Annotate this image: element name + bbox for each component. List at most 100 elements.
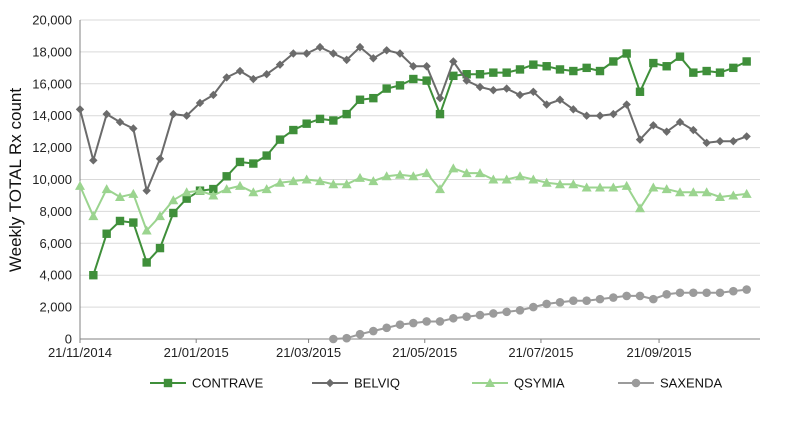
data-point-contrave — [715, 68, 725, 77]
data-point-qsymia — [675, 187, 685, 197]
data-point-contrave — [129, 218, 138, 227]
series-group — [75, 42, 752, 344]
data-point-contrave — [289, 125, 298, 135]
data-point-belviq — [195, 98, 205, 108]
legend-marker-contrave — [163, 378, 173, 388]
series-line-saxenda — [333, 288, 747, 340]
data-point-saxenda — [595, 294, 605, 304]
data-point-belviq — [355, 42, 365, 52]
data-point-belviq — [689, 125, 698, 135]
legend-marker-belviq — [325, 378, 335, 388]
data-point-saxenda — [422, 317, 431, 326]
legend-marker-qsymia — [485, 378, 495, 387]
data-point-saxenda — [609, 293, 618, 302]
data-point-qsymia — [635, 203, 645, 213]
data-point-belviq — [89, 156, 98, 165]
data-point-belviq — [182, 111, 191, 120]
data-point-qsymia — [88, 211, 99, 221]
data-point-belviq — [289, 49, 298, 58]
x-tick-label: 21/07/2015 — [508, 345, 573, 360]
y-tick-label: 2,000 — [39, 300, 72, 315]
data-point-contrave — [182, 194, 191, 203]
data-point-contrave — [355, 95, 365, 104]
data-point-qsymia — [515, 171, 525, 181]
data-point-contrave — [622, 49, 631, 58]
data-point-qsymia — [341, 179, 352, 189]
data-point-belviq — [622, 100, 631, 109]
data-point-qsymia — [208, 190, 219, 200]
data-point-qsymia — [728, 190, 739, 200]
data-point-qsymia — [421, 168, 432, 178]
data-point-saxenda — [369, 326, 378, 336]
data-point-qsymia — [608, 182, 619, 192]
data-point-saxenda — [449, 313, 458, 323]
data-point-belviq — [515, 90, 525, 100]
data-point-belviq — [422, 62, 431, 71]
data-point-qsymia — [355, 172, 365, 182]
data-point-contrave — [329, 116, 338, 125]
y-tick-label: 6,000 — [39, 236, 72, 251]
data-point-saxenda — [395, 320, 405, 329]
legend-label-belviq: BELVIQ — [354, 376, 400, 391]
series-qsymia — [75, 163, 752, 235]
data-point-belviq — [102, 109, 111, 119]
data-point-belviq — [742, 132, 751, 141]
data-point-qsymia — [235, 180, 245, 190]
data-point-contrave — [462, 70, 471, 79]
data-point-saxenda — [582, 296, 591, 306]
legend-label-qsymia: QSYMIA — [514, 376, 565, 391]
data-point-saxenda — [529, 302, 538, 312]
data-point-contrave — [222, 172, 231, 181]
data-point-contrave — [609, 57, 618, 66]
data-point-qsymia — [328, 179, 339, 189]
data-point-saxenda — [622, 291, 631, 301]
data-point-contrave — [529, 60, 538, 69]
data-point-qsymia — [368, 176, 379, 186]
data-point-belviq — [315, 42, 325, 52]
y-tick-label: 12,000 — [32, 140, 72, 155]
data-point-contrave — [102, 229, 111, 238]
data-point-belviq — [702, 138, 711, 148]
data-point-contrave — [742, 57, 751, 66]
data-point-qsymia — [155, 211, 165, 221]
data-point-contrave — [249, 159, 258, 168]
data-point-contrave — [555, 65, 565, 74]
data-point-qsymia — [741, 188, 752, 198]
data-point-belviq — [715, 137, 725, 146]
data-point-qsymia — [555, 179, 565, 189]
data-point-qsymia — [181, 187, 192, 197]
data-point-qsymia — [701, 187, 712, 197]
data-point-qsymia — [661, 184, 672, 194]
data-point-belviq — [462, 76, 471, 85]
x-tick-label: 21/01/2015 — [164, 345, 229, 360]
data-point-belviq — [475, 82, 485, 92]
data-point-qsymia — [275, 177, 285, 187]
data-point-saxenda — [675, 288, 685, 298]
data-point-saxenda — [715, 288, 725, 298]
data-point-contrave — [702, 66, 711, 76]
data-point-contrave — [395, 81, 405, 90]
data-point-belviq — [609, 109, 618, 119]
data-point-belviq — [129, 124, 138, 133]
data-point-contrave — [582, 63, 591, 73]
y-tick-label: 0 — [65, 332, 72, 347]
data-point-belviq — [329, 49, 338, 58]
data-point-contrave — [262, 151, 271, 160]
data-point-qsymia — [648, 182, 659, 192]
data-point-belviq — [662, 127, 671, 136]
data-point-qsymia — [475, 168, 485, 178]
x-tick-label: 21/11/2014 — [48, 345, 112, 360]
data-point-belviq — [395, 49, 405, 58]
data-point-contrave — [542, 62, 551, 71]
data-point-saxenda — [729, 286, 738, 296]
data-point-contrave — [675, 52, 685, 61]
data-point-belviq — [169, 109, 178, 119]
data-point-qsymia — [195, 185, 205, 195]
data-point-saxenda — [382, 323, 391, 333]
data-point-qsymia — [501, 174, 512, 184]
data-point-saxenda — [635, 291, 645, 301]
legend-label-contrave: CONTRAVE — [192, 376, 264, 391]
data-point-belviq — [409, 62, 418, 71]
data-point-belviq — [142, 186, 151, 195]
